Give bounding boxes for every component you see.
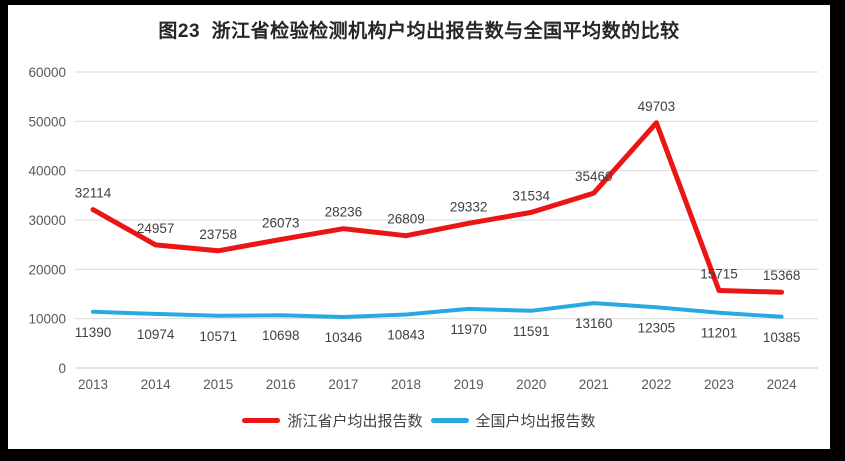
y-axis-tick-label: 10000: [28, 312, 66, 327]
national-series-data-label: 10571: [199, 329, 237, 344]
x-axis-tick-label: 2016: [266, 377, 296, 392]
x-axis-tick-label: 2024: [767, 377, 798, 392]
zhejiang-series-data-label: 23758: [199, 227, 237, 242]
zhejiang-series-data-label: 49703: [638, 99, 676, 114]
zhejiang-series-line: [90, 120, 785, 295]
x-axis-tick-label: 2014: [141, 377, 172, 392]
national-series-data-label: 12305: [638, 320, 676, 335]
chart-legend: 浙江省户均出报告数 全国户均出报告数: [8, 410, 830, 431]
national-series-data-label: 13160: [575, 316, 613, 331]
x-axis-tick-label: 2023: [704, 377, 734, 392]
y-axis-tick-label: 20000: [28, 262, 66, 277]
x-axis-tick-label: 2013: [78, 377, 108, 392]
legend-item-zhejiang: 浙江省户均出报告数: [242, 410, 423, 431]
national-series-data-label: 11201: [701, 326, 738, 341]
national-line-swatch: [430, 418, 469, 423]
zhejiang-series-data-label: 24957: [137, 221, 175, 236]
national-series-data-label: 10385: [763, 330, 801, 345]
national-series-data-label: 10346: [325, 330, 363, 345]
legend-label-zhejiang: 浙江省户均出报告数: [287, 413, 423, 430]
national-series-data-label: 10974: [137, 327, 175, 342]
zhejiang-series-data-label: 26073: [262, 215, 300, 230]
legend-label-national: 全国户均出报告数: [475, 413, 596, 430]
x-axis-tick-label: 2017: [328, 377, 358, 392]
legend-item-national: 全国户均出报告数: [430, 410, 596, 431]
national-series-data-label: 11390: [75, 325, 112, 340]
zhejiang-series-data-label: 29332: [450, 199, 488, 214]
national-series-data-label: 10698: [262, 328, 300, 343]
zhejiang-series-data-label: 15368: [763, 268, 801, 283]
y-axis-tick-label: 60000: [28, 65, 66, 80]
x-axis-tick-label: 2019: [454, 377, 484, 392]
line-chart-plot: 0 10000 20000 30000 40000 50000 60000 2013 2014 2…: [28, 65, 818, 392]
national-series-data-label: 11970: [450, 322, 487, 337]
y-axis-tick-label: 50000: [28, 114, 66, 129]
national-series-line: [91, 301, 784, 319]
x-axis-tick-label: 2021: [579, 377, 609, 392]
y-axis-tick-label: 0: [58, 361, 66, 376]
y-axis-tick-label: 30000: [28, 213, 66, 228]
chart-title: 图23 浙江省检验检测机构户均出报告数与全国平均数的比较: [158, 21, 680, 42]
zhejiang-line-swatch: [242, 418, 281, 423]
national-series-data-label: 10843: [387, 328, 425, 343]
zhejiang-series-data-label: 15715: [700, 267, 738, 282]
zhejiang-series-data-label: 35460: [575, 169, 613, 184]
x-axis-tick-label: 2018: [391, 377, 421, 392]
national-series-data-label: 11591: [513, 324, 550, 339]
zhejiang-series-data-label: 26809: [387, 212, 425, 227]
x-axis-tick-label: 2020: [516, 377, 546, 392]
zhejiang-series-data-label: 32114: [75, 186, 112, 201]
zhejiang-series-data-label: 31534: [512, 188, 550, 203]
y-axis-tick-label: 40000: [28, 164, 66, 179]
x-axis-tick-label: 2022: [641, 377, 671, 392]
x-axis-tick-label: 2015: [203, 377, 233, 392]
zhejiang-series-data-label: 28236: [325, 205, 363, 220]
chart-canvas: 图23 浙江省检验检测机构户均出报告数与全国平均数的比较 0 10000 20000…: [8, 5, 830, 449]
